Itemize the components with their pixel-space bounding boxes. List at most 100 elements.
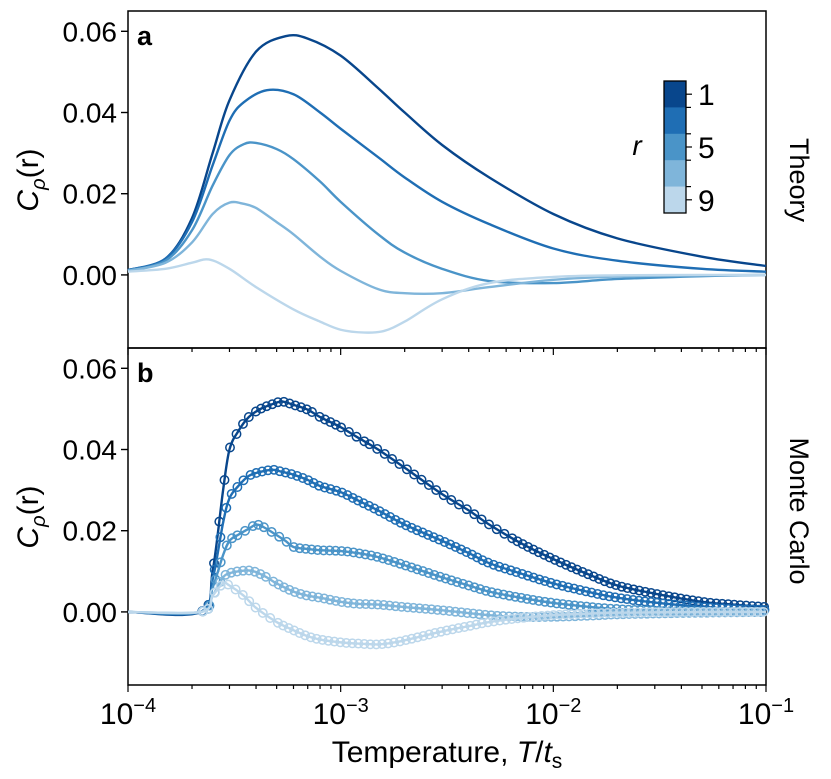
data-point-r=3 — [551, 579, 562, 590]
data-point-r=5 — [232, 530, 243, 541]
data-point-r=9 — [596, 608, 607, 619]
data-point-r=5 — [569, 600, 580, 611]
data-point-r=5 — [281, 536, 292, 547]
data-point-r=5 — [463, 580, 474, 591]
data-point-r=5 — [423, 568, 434, 578]
panel-b-ylabel-arg: (r) — [12, 485, 45, 515]
data-point-r=7 — [220, 569, 231, 580]
y-tick-label: 0.02 — [63, 516, 118, 547]
data-point-r=3 — [500, 563, 510, 574]
data-point-r=1 — [278, 396, 289, 407]
data-point-r=3 — [358, 498, 369, 509]
data-point-r=3 — [616, 593, 627, 604]
data-point-r=9 — [566, 609, 577, 620]
data-point-r=9 — [359, 639, 370, 649]
data-point-r=5 — [366, 550, 377, 561]
data-point-r=5 — [539, 596, 550, 607]
data-point-r=7 — [384, 600, 395, 611]
data-point-r=9 — [406, 633, 417, 644]
data-point-r=3 — [331, 485, 342, 496]
data-point-r=1 — [528, 544, 539, 555]
data-point-r=7 — [325, 594, 335, 605]
data-point-r=9 — [223, 579, 234, 590]
panel-a-y-axis-label: Cρ(r) — [12, 148, 50, 211]
series-line-r=7 — [127, 200, 767, 296]
data-point-r=7 — [342, 597, 353, 608]
data-point-r=3 — [269, 464, 279, 475]
data-point-r=9 — [548, 610, 559, 621]
panel-b-y-ticks: 0.00 0.02 0.04 0.06 — [63, 353, 767, 692]
data-point-r=9 — [311, 633, 322, 644]
data-point-r=9 — [692, 606, 703, 617]
data-point-r=3 — [439, 537, 450, 547]
data-point-r=5 — [247, 521, 258, 532]
data-point-r=5 — [475, 584, 486, 595]
data-point-r=7 — [474, 609, 485, 620]
data-point-r=1 — [409, 469, 420, 480]
data-point-r=9 — [453, 623, 464, 634]
data-point-r=9 — [674, 607, 685, 618]
colorbar-bands — [664, 81, 686, 214]
data-point-r=1 — [238, 418, 248, 429]
data-point-r=5 — [395, 558, 406, 569]
data-point-r=5 — [551, 598, 562, 609]
data-point-r=7 — [468, 608, 479, 619]
data-point-r=7 — [396, 601, 407, 612]
data-point-r=1 — [681, 594, 692, 605]
data-point-r=3 — [221, 502, 232, 513]
data-point-r=1 — [476, 514, 487, 525]
data-point-r=7 — [354, 598, 365, 609]
data-point-r=1 — [646, 587, 657, 598]
data-point-r=3 — [488, 559, 499, 570]
data-point-r=3 — [517, 568, 528, 579]
panel-b-series — [127, 396, 770, 650]
data-point-r=1 — [336, 422, 347, 433]
data-point-r=5 — [377, 553, 388, 564]
data-point-r=3 — [598, 590, 609, 601]
data-point-r=7 — [284, 584, 295, 595]
data-point-r=9 — [746, 606, 757, 617]
data-point-r=3 — [557, 580, 568, 591]
data-point-r=3 — [385, 512, 396, 522]
data-point-r=3 — [428, 532, 439, 543]
data-point-r=3 — [347, 492, 358, 503]
data-point-r=3 — [592, 588, 603, 599]
data-point-r=9 — [278, 620, 289, 631]
data-point-r=9 — [353, 638, 364, 649]
data-point-r=3 — [286, 469, 297, 480]
data-point-r=3 — [534, 574, 545, 585]
data-point-r=3 — [245, 469, 256, 480]
data-point-r=3 — [569, 583, 580, 594]
data-point-r=7 — [313, 592, 324, 603]
data-point-r=9 — [305, 632, 316, 643]
data-point-r=1 — [539, 549, 550, 560]
data-point-r=7 — [307, 591, 318, 602]
y-tick-label: 0.06 — [63, 353, 118, 384]
data-point-r=1 — [517, 539, 528, 550]
data-point-r=3 — [401, 520, 412, 531]
data-point-r=1 — [469, 509, 480, 520]
data-point-r=9 — [488, 616, 499, 627]
data-point-r=7 — [249, 566, 260, 577]
data-point-r=9 — [447, 624, 458, 635]
data-point-r=5 — [294, 543, 305, 554]
data-point-r=3 — [450, 541, 461, 552]
data-point-r=1 — [231, 429, 242, 439]
data-point-r=1 — [267, 399, 278, 410]
data-point-r=7 — [366, 599, 377, 610]
data-point-r=9 — [554, 609, 565, 620]
data-point-r=9 — [477, 618, 487, 629]
data-point-r=3 — [445, 539, 456, 550]
data-point-r=7 — [226, 567, 237, 578]
data-point-r=5 — [486, 587, 497, 598]
data-point-r=5 — [383, 555, 394, 566]
data-point-r=9 — [383, 638, 394, 649]
panel-b-side-label: Monte Carlo — [784, 437, 814, 584]
series-line-r=3 — [127, 468, 767, 616]
data-point-r=9 — [518, 612, 529, 623]
y-tick-label: 0.00 — [63, 597, 118, 628]
y-tick-label: 0.06 — [63, 16, 118, 47]
data-point-r=5 — [300, 543, 311, 554]
data-point-r=5 — [429, 569, 440, 580]
